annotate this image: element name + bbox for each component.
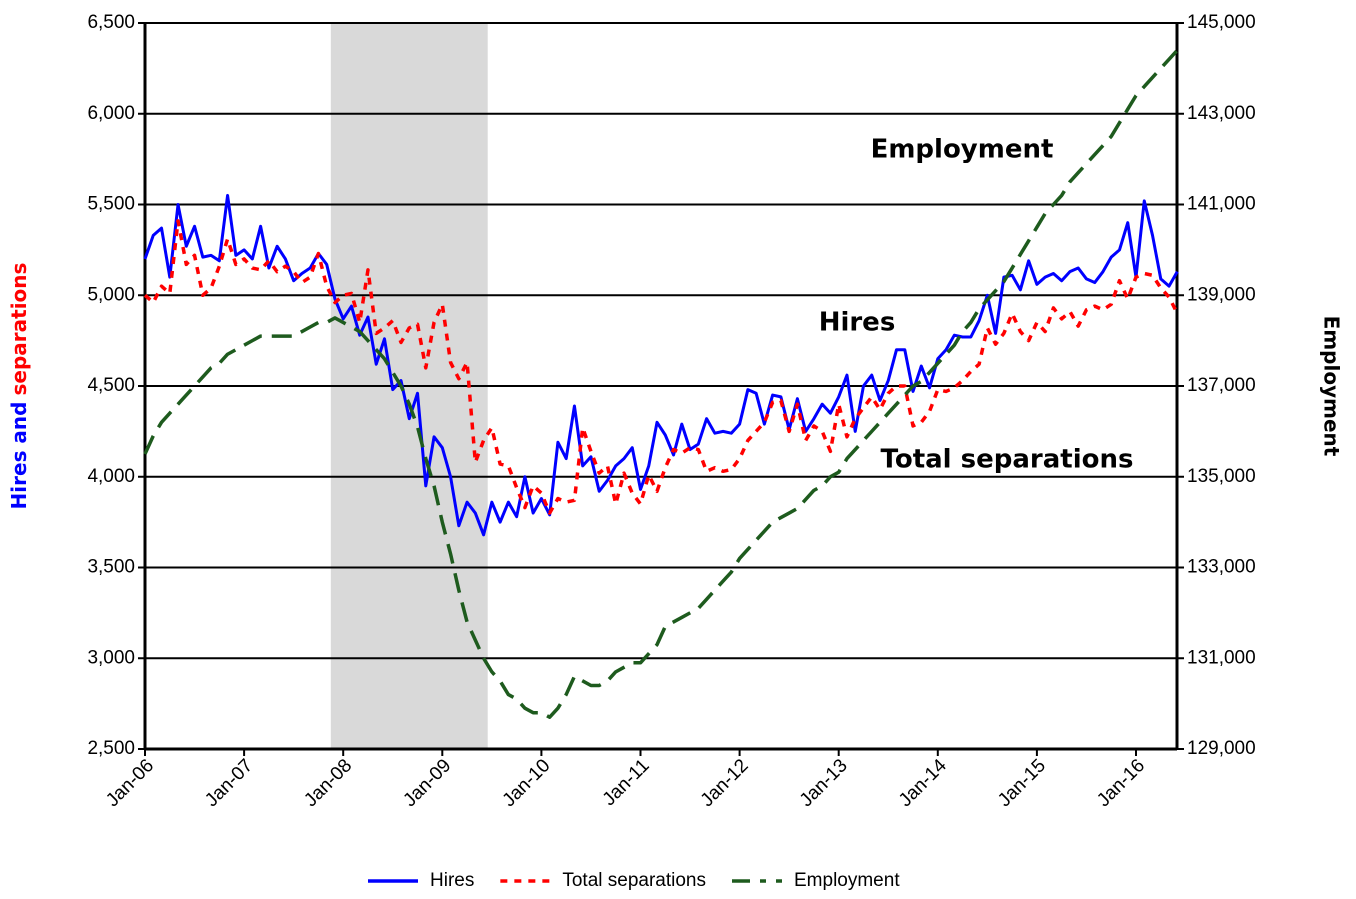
y-tick-label: 4,500 <box>87 375 135 396</box>
annotation: Hires <box>819 308 896 338</box>
y-tick-label: 5,000 <box>87 284 135 305</box>
x-tick-label: Jan-12 <box>697 755 753 811</box>
series-line <box>143 219 1179 515</box>
y2-tick-label: 137,000 <box>1187 375 1256 396</box>
series-line <box>143 193 1179 537</box>
y2-tick-label: 135,000 <box>1187 466 1256 487</box>
y2-axis-title: Employment <box>1320 316 1344 457</box>
y2-tick-label: 143,000 <box>1187 103 1256 124</box>
y-tick-label: 5,500 <box>87 194 135 215</box>
legend-label: Hires <box>430 870 474 891</box>
x-tick-label: Jan-10 <box>499 755 555 811</box>
y-tick-label: 6,500 <box>87 12 135 33</box>
y2-tick-label: 141,000 <box>1187 194 1256 215</box>
series-line <box>143 49 1179 719</box>
y2-tick-label: 129,000 <box>1187 738 1256 759</box>
x-tick-label: Jan-11 <box>599 755 654 810</box>
y-tick-label: 3,500 <box>87 557 135 578</box>
y-axis-title-part: separations <box>7 263 31 396</box>
x-tick-label: Jan-16 <box>1093 755 1149 811</box>
x-tick-label: Jan-14 <box>895 755 951 811</box>
y-tick-label: 6,000 <box>87 103 135 124</box>
x-tick-label: Jan-15 <box>994 755 1050 811</box>
x-tick-label: Jan-08 <box>300 755 356 811</box>
x-tick-label: Jan-13 <box>796 755 852 811</box>
y-tick-label: 3,000 <box>87 647 135 668</box>
y-tick-label: 4,000 <box>87 466 135 487</box>
x-tick-label: Jan-07 <box>201 755 257 811</box>
y-axis-title-part: Hires and <box>7 402 31 510</box>
y2-tick-label: 131,000 <box>1187 647 1256 668</box>
x-tick-label: Jan-09 <box>399 755 455 811</box>
annotation: Total separations <box>881 445 1134 475</box>
y2-tick-label: 139,000 <box>1187 284 1256 305</box>
legend-label: Employment <box>794 870 900 891</box>
y-tick-label: 2,500 <box>87 738 135 759</box>
y-axis-title: Hires and separations <box>7 263 31 510</box>
x-tick-label: Jan-06 <box>102 755 158 811</box>
annotation: Employment <box>871 135 1054 165</box>
y2-tick-label: 133,000 <box>1187 557 1256 578</box>
legend-label: Total separations <box>562 870 706 891</box>
y2-tick-label: 145,000 <box>1187 12 1256 33</box>
